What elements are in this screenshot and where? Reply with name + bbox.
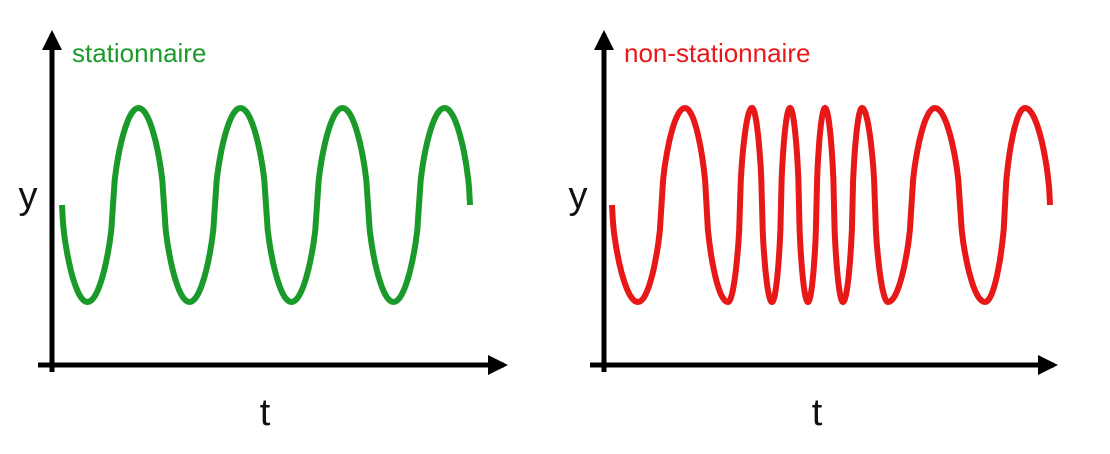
panel-nonstationary: non-stationnaire y t bbox=[569, 30, 1058, 434]
panel-title: non-stationnaire bbox=[624, 38, 810, 68]
y-label: y bbox=[19, 175, 38, 217]
panel-title: stationnaire bbox=[72, 38, 206, 68]
x-label: t bbox=[260, 392, 271, 434]
curve bbox=[609, 104, 1053, 306]
curve bbox=[59, 104, 473, 306]
y-label: y bbox=[569, 175, 588, 217]
x-label: t bbox=[812, 392, 823, 434]
panel-stationary: stationnaire y t bbox=[19, 30, 508, 434]
